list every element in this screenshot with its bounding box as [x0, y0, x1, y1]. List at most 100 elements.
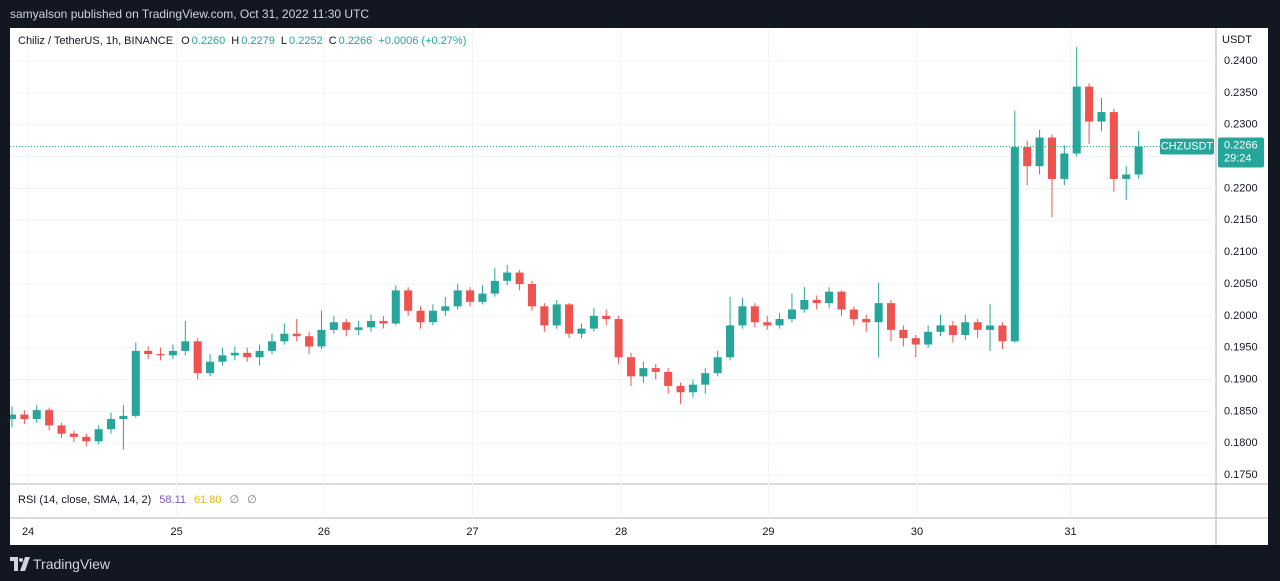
y-tick-label: 0.2050: [1224, 278, 1258, 290]
candle-body: [156, 354, 165, 356]
ohlc-value: 0.2260: [191, 35, 226, 47]
candle-body: [466, 290, 475, 302]
candle-body: [379, 320, 388, 324]
y-tick-label: 0.1750: [1224, 469, 1258, 481]
candle-body: [193, 341, 202, 374]
candle-body: [973, 322, 982, 330]
ohlc-label: L: [280, 35, 288, 47]
candle-body: [961, 322, 970, 335]
candle-body: [131, 350, 140, 416]
candle-body: [998, 325, 1007, 342]
candle-body: [218, 355, 227, 362]
candle-body: [20, 414, 29, 420]
candle-body: [589, 315, 598, 329]
candle-body: [453, 290, 462, 307]
x-tick-label: 29: [762, 526, 774, 538]
change: +0.0006 (+0.27%): [378, 35, 467, 47]
candle-body: [1134, 146, 1143, 175]
chart-panel: USDT 0.1750 0.1800 0.1850 0.1900 0.1950 0.200…: [10, 28, 1268, 545]
candle-body: [503, 272, 512, 281]
candle-body: [1085, 86, 1094, 122]
candle-body: [1035, 137, 1044, 167]
candle-body: [354, 327, 363, 330]
candle-body: [230, 352, 239, 356]
candle-body: [416, 310, 425, 323]
candle-body: [32, 410, 41, 420]
logo: [10, 557, 30, 571]
candle-body: [280, 333, 289, 342]
candle-body: [255, 350, 264, 358]
candle-body: [812, 299, 821, 304]
candle-body: [577, 328, 586, 334]
candle-body: [825, 291, 834, 304]
candle-body: [119, 415, 128, 420]
countdown: 29:24: [1224, 152, 1252, 164]
symbol-tag-bg: [1160, 138, 1214, 155]
candle-body: [168, 350, 177, 356]
candle-body: [428, 310, 437, 323]
candle-body: [676, 385, 685, 393]
ohlc-label: C: [328, 35, 337, 47]
candle-body: [1060, 153, 1069, 179]
y-tick-label: 0.2350: [1224, 87, 1258, 99]
y-tick-label: 0.2400: [1224, 55, 1258, 67]
candle-body: [726, 325, 735, 358]
candle-body: [1023, 147, 1032, 167]
ohlc-label: O: [181, 35, 190, 47]
candle-body: [243, 352, 252, 358]
ohlc-value: 0.2266: [338, 35, 373, 47]
candle-body: [626, 357, 636, 377]
y-tick-label: 0.2000: [1224, 310, 1258, 322]
candle-body: [849, 309, 858, 320]
candle-body: [1122, 174, 1131, 179]
x-tick-label: 24: [22, 526, 34, 538]
candle-body: [775, 319, 784, 326]
candle-body: [787, 309, 796, 320]
price-tag-value: 0.2266: [1224, 139, 1258, 151]
brand: TradingView: [33, 556, 111, 572]
candle-body: [527, 284, 536, 307]
candle-body: [664, 371, 673, 386]
legend: Chiliz / TetherUS, 1h, BINANCE O 0.2260 H 0.…: [18, 35, 468, 47]
candle-body: [899, 329, 908, 339]
candle-body: [936, 325, 945, 332]
candle-body: [441, 306, 450, 311]
candle-body: [292, 333, 301, 337]
x-tick-label: 25: [171, 526, 183, 538]
ohlc-label: H: [231, 35, 240, 47]
candle-body: [862, 319, 871, 323]
y-tick-label: 0.1950: [1224, 342, 1258, 354]
candle-body: [639, 368, 648, 377]
candle-body: [82, 436, 91, 442]
y-tick-label: 0.1850: [1224, 405, 1258, 417]
candle-body: [366, 320, 376, 328]
rsi-value: 58.11: [159, 494, 186, 506]
axis-unit: USDT: [1222, 34, 1252, 46]
ohlc-value: 0.2252: [289, 35, 323, 47]
candle-body: [490, 280, 499, 294]
x-tick-label: 26: [318, 526, 330, 538]
candle-body: [478, 293, 487, 302]
rsi-value: 61.80: [194, 494, 222, 506]
candle-body: [10, 414, 17, 420]
candle-body: [1047, 137, 1056, 179]
y-tick-label: 0.1900: [1224, 373, 1258, 385]
candle-body: [69, 433, 78, 437]
candle-body: [688, 384, 697, 393]
candle-body: [738, 306, 747, 326]
candle-body: [305, 336, 314, 347]
rsi-value: ∅: [247, 494, 257, 506]
candle-body: [552, 304, 561, 326]
candle-body: [763, 322, 772, 326]
candle-body: [924, 331, 933, 345]
candle-body: [45, 410, 54, 426]
rsi-value: ∅: [229, 494, 240, 506]
price-tag-bg: [1218, 137, 1264, 168]
candle-body: [515, 272, 524, 285]
candle-body: [948, 325, 957, 335]
candle-body: [267, 341, 276, 351]
candle-body: [800, 299, 809, 310]
y-tick-label: 0.1800: [1224, 437, 1258, 449]
candle-body: [144, 350, 153, 355]
ohlc-value: 0.2279: [241, 35, 275, 47]
